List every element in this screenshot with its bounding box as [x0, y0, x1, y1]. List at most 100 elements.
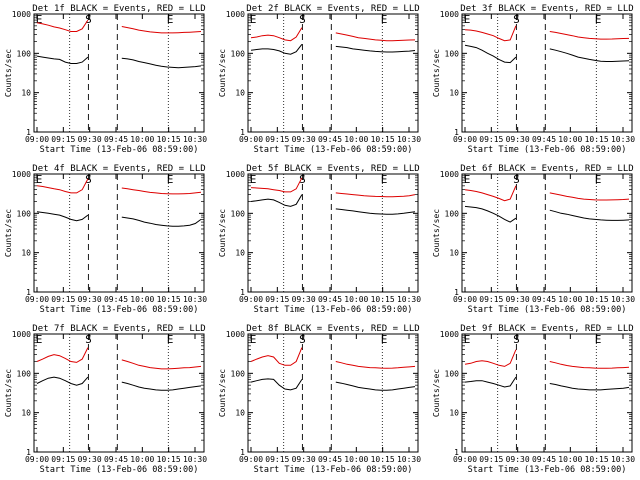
x-tick-label: 09:00: [25, 295, 49, 304]
x-tick-label: 10:30: [183, 455, 207, 464]
chart-title: Det 2f BLACK = Events, RED = LLD: [246, 4, 419, 14]
x-axis-label: Start Time (13-Feb-06 08:59:00): [40, 145, 199, 155]
series-line-lld: [464, 25, 517, 42]
chart-title: Det 3f BLACK = Events, RED = LLD: [460, 4, 633, 14]
plot-frame: [461, 333, 633, 453]
x-tick-label: 10:00: [130, 455, 154, 464]
marker-label: E: [36, 333, 43, 346]
marker-label: S: [513, 333, 520, 346]
x-tick-label: 09:00: [239, 455, 263, 464]
y-tick-label: 100: [17, 369, 32, 378]
chart-title: Det 1f BLACK = Events, RED = LLD: [32, 4, 205, 14]
y-tick-label: 1: [454, 288, 459, 297]
y-axis-label: Counts/sec: [218, 369, 227, 417]
x-tick-label: 10:00: [130, 295, 154, 304]
series-line-events: [250, 378, 303, 391]
y-tick-label: 10: [21, 89, 31, 98]
x-axis-label: Start Time (13-Feb-06 08:59:00): [468, 145, 627, 155]
marker-label: S: [299, 173, 306, 186]
y-tick-label: 1000: [226, 170, 245, 179]
series-line-lld: [36, 19, 89, 32]
y-tick-label: 1000: [440, 10, 459, 19]
marker-label: S: [85, 173, 92, 186]
x-tick-label: 09:30: [78, 455, 102, 464]
x-axis-label: Start Time (13-Feb-06 08:59:00): [468, 465, 627, 475]
y-axis-label: Counts/sec: [4, 369, 13, 417]
series-line-events: [549, 209, 630, 221]
series-line-lld: [121, 187, 202, 195]
x-axis-label: Start Time (13-Feb-06 08:59:00): [468, 305, 627, 315]
plot-frame: [247, 333, 419, 453]
x-tick-label: 09:30: [78, 295, 102, 304]
x-tick-label: 09:30: [292, 135, 316, 144]
y-axis-label: Counts/sec: [4, 209, 13, 257]
x-tick-label: 10:00: [344, 455, 368, 464]
x-tick-label: 10:15: [157, 135, 181, 144]
series-line-events: [335, 45, 416, 53]
series-line-lld: [36, 178, 89, 194]
y-tick-label: 1000: [12, 330, 31, 339]
x-tick-label: 09:15: [479, 135, 503, 144]
marker-label: E: [250, 333, 257, 346]
x-tick-label: 09:45: [104, 135, 128, 144]
x-tick-label: 09:15: [479, 295, 503, 304]
y-tick-label: 1000: [440, 330, 459, 339]
y-tick-label: 100: [445, 49, 460, 58]
marker-label: S: [85, 333, 92, 346]
x-tick-label: 10:30: [183, 135, 207, 144]
plot-frame: [247, 173, 419, 293]
marker-label: E: [381, 13, 388, 26]
marker-label: E: [464, 173, 471, 186]
y-axis-label: Counts/sec: [432, 209, 441, 257]
chart-title: Det 4f BLACK = Events, RED = LLD: [32, 164, 205, 174]
x-tick-label: 10:15: [585, 455, 609, 464]
plot-frame: [33, 333, 205, 453]
y-tick-label: 1000: [12, 10, 31, 19]
x-tick-label: 10:15: [157, 455, 181, 464]
marker-label: S: [299, 13, 306, 26]
y-tick-label: 10: [449, 89, 459, 98]
marker-label: E: [595, 13, 602, 26]
x-tick-label: 10:15: [371, 295, 395, 304]
series-line-lld: [335, 361, 416, 369]
series-line-lld: [250, 27, 303, 42]
series-line-events: [36, 55, 89, 64]
y-tick-label: 100: [231, 209, 246, 218]
x-tick-label: 10:00: [344, 295, 368, 304]
series-line-events: [36, 211, 89, 222]
series-line-lld: [549, 192, 630, 201]
marker-label: E: [595, 333, 602, 346]
y-tick-label: 1000: [226, 10, 245, 19]
y-tick-label: 100: [445, 369, 460, 378]
marker-label: S: [513, 173, 520, 186]
y-tick-label: 10: [21, 249, 31, 258]
y-axis-label: Counts/sec: [432, 49, 441, 97]
y-tick-label: 10: [235, 249, 245, 258]
marker-label: E: [464, 333, 471, 346]
series-line-events: [250, 194, 303, 207]
marker-label: E: [36, 173, 43, 186]
x-tick-label: 09:45: [318, 135, 342, 144]
x-tick-label: 10:30: [397, 455, 421, 464]
x-tick-label: 10:30: [611, 455, 635, 464]
y-tick-label: 1: [240, 288, 245, 297]
y-tick-label: 1: [454, 448, 459, 457]
marker-label: E: [167, 173, 174, 186]
series-line-events: [121, 381, 202, 391]
plot-frame: [33, 13, 205, 133]
y-axis-label: Counts/sec: [218, 49, 227, 97]
y-tick-label: 1: [240, 448, 245, 457]
x-tick-label: 09:00: [453, 295, 477, 304]
marker-label: E: [250, 173, 257, 186]
x-tick-label: 10:00: [558, 455, 582, 464]
x-tick-label: 09:45: [104, 295, 128, 304]
x-tick-label: 10:00: [558, 295, 582, 304]
marker-label: E: [381, 333, 388, 346]
